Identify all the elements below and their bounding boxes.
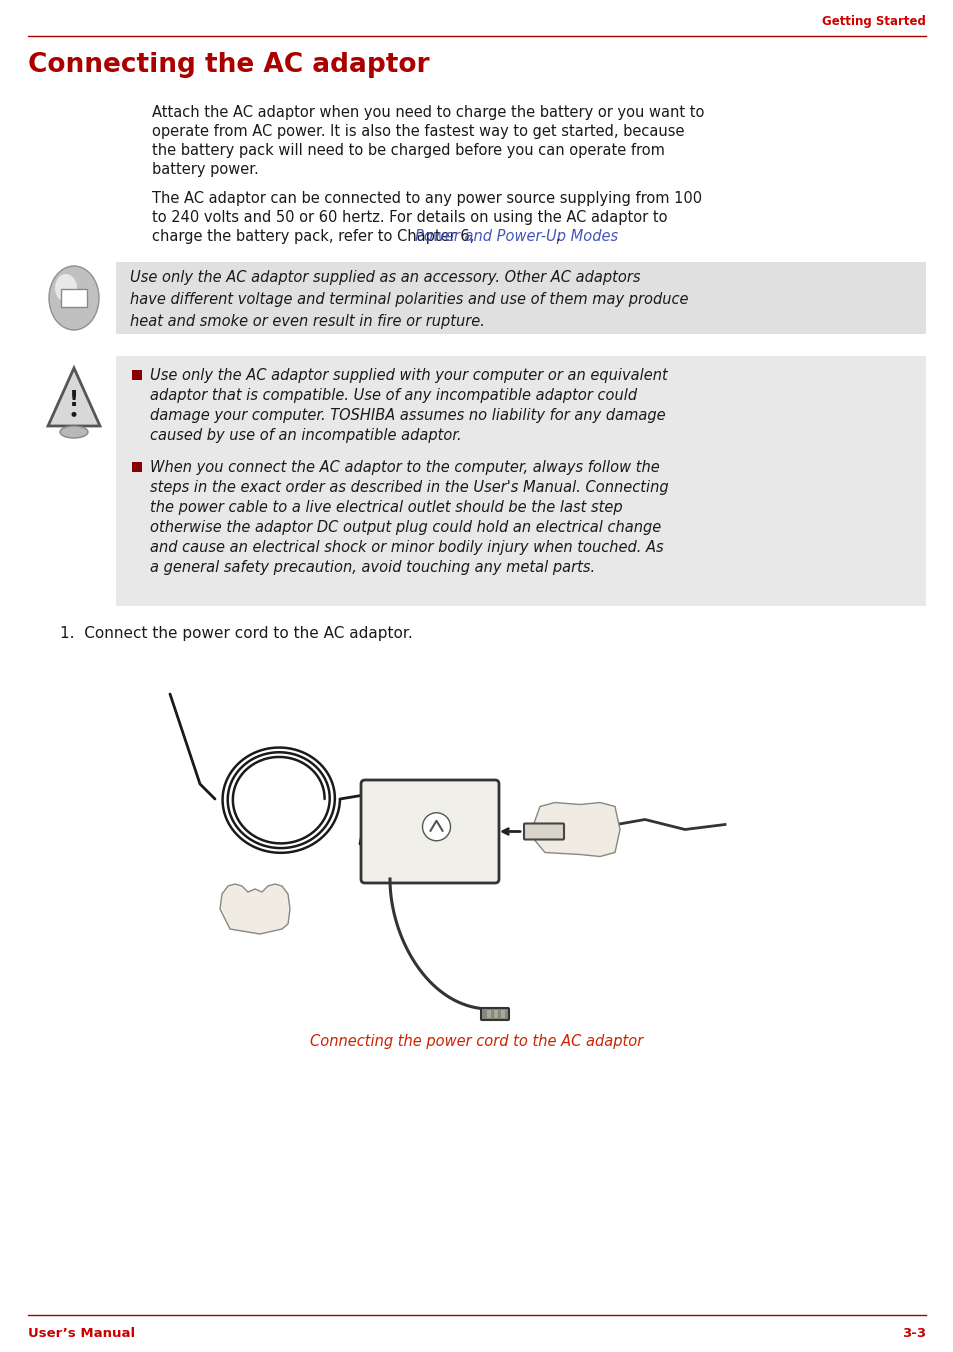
Text: When you connect the AC adaptor to the computer, always follow the: When you connect the AC adaptor to the c… — [150, 460, 659, 475]
Text: User’s Manual: User’s Manual — [28, 1328, 135, 1340]
Ellipse shape — [422, 813, 450, 841]
Text: heat and smoke or even result in fire or rupture.: heat and smoke or even result in fire or… — [130, 314, 484, 329]
Text: 3-3: 3-3 — [901, 1328, 925, 1340]
FancyBboxPatch shape — [486, 1010, 491, 1018]
Text: steps in the exact order as described in the User's Manual. Connecting: steps in the exact order as described in… — [150, 480, 668, 495]
Ellipse shape — [71, 412, 76, 416]
Text: Connecting the power cord to the AC adaptor: Connecting the power cord to the AC adap… — [310, 1034, 643, 1049]
FancyBboxPatch shape — [523, 823, 563, 840]
Text: the battery pack will need to be charged before you can operate from: the battery pack will need to be charged… — [152, 143, 664, 158]
Text: damage your computer. TOSHIBA assumes no liability for any damage: damage your computer. TOSHIBA assumes no… — [150, 408, 665, 423]
Text: have different voltage and terminal polarities and use of them may produce: have different voltage and terminal pola… — [130, 292, 688, 307]
Text: adaptor that is compatible. Use of any incompatible adaptor could: adaptor that is compatible. Use of any i… — [150, 388, 637, 403]
Text: Attach the AC adaptor when you need to charge the battery or you want to: Attach the AC adaptor when you need to c… — [152, 105, 703, 120]
Text: Use only the AC adaptor supplied as an accessory. Other AC adaptors: Use only the AC adaptor supplied as an a… — [130, 270, 639, 285]
Polygon shape — [530, 803, 619, 857]
Text: .: . — [555, 228, 559, 243]
FancyBboxPatch shape — [116, 356, 925, 606]
FancyBboxPatch shape — [480, 1009, 509, 1019]
Polygon shape — [220, 884, 290, 934]
Text: Use only the AC adaptor supplied with your computer or an equivalent: Use only the AC adaptor supplied with yo… — [150, 368, 667, 383]
Text: and cause an electrical shock or minor bodily injury when touched. As: and cause an electrical shock or minor b… — [150, 539, 663, 556]
Text: !: ! — [69, 389, 79, 410]
Text: battery power.: battery power. — [152, 162, 258, 177]
FancyBboxPatch shape — [494, 1010, 497, 1018]
Text: operate from AC power. It is also the fastest way to get started, because: operate from AC power. It is also the fa… — [152, 124, 684, 139]
Bar — [132, 462, 142, 472]
Text: Getting Started: Getting Started — [821, 15, 925, 28]
Text: to 240 volts and 50 or 60 hertz. For details on using the AC adaptor to: to 240 volts and 50 or 60 hertz. For det… — [152, 210, 667, 224]
Text: the power cable to a live electrical outlet should be the last step: the power cable to a live electrical out… — [150, 500, 622, 515]
Polygon shape — [48, 368, 100, 426]
FancyBboxPatch shape — [500, 1010, 504, 1018]
Text: otherwise the adaptor DC output plug could hold an electrical change: otherwise the adaptor DC output plug cou… — [150, 521, 660, 535]
Text: The AC adaptor can be connected to any power source supplying from 100: The AC adaptor can be connected to any p… — [152, 191, 701, 206]
Ellipse shape — [49, 266, 99, 330]
FancyBboxPatch shape — [61, 289, 87, 307]
Text: 1.  Connect the power cord to the AC adaptor.: 1. Connect the power cord to the AC adap… — [60, 626, 413, 641]
FancyBboxPatch shape — [360, 780, 498, 883]
Text: charge the battery pack, refer to Chapter 6,: charge the battery pack, refer to Chapte… — [152, 228, 478, 243]
Text: Power and Power-Up Modes: Power and Power-Up Modes — [415, 228, 618, 243]
Bar — [132, 370, 142, 380]
Ellipse shape — [60, 426, 88, 438]
FancyBboxPatch shape — [116, 262, 925, 334]
Ellipse shape — [55, 274, 77, 301]
Text: a general safety precaution, avoid touching any metal parts.: a general safety precaution, avoid touch… — [150, 560, 595, 575]
Text: Connecting the AC adaptor: Connecting the AC adaptor — [28, 51, 429, 78]
Text: caused by use of an incompatible adaptor.: caused by use of an incompatible adaptor… — [150, 429, 461, 443]
